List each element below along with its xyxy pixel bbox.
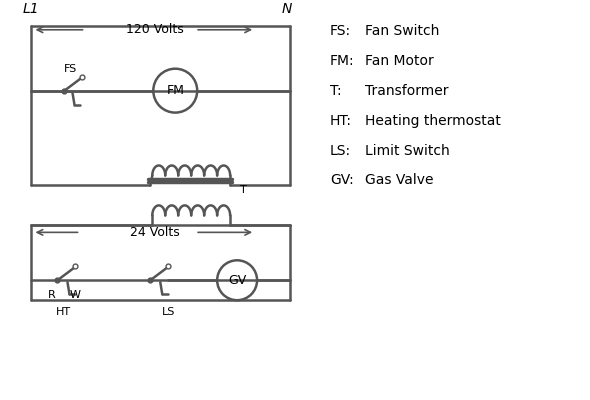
Text: GV:: GV: (330, 174, 353, 188)
Text: W: W (70, 290, 81, 300)
Text: FM:: FM: (330, 54, 355, 68)
Text: Gas Valve: Gas Valve (365, 174, 433, 188)
Text: LS:: LS: (330, 144, 351, 158)
Text: GV: GV (228, 274, 246, 287)
Text: FS:: FS: (330, 24, 351, 38)
Text: L1: L1 (22, 2, 39, 16)
Text: T: T (240, 186, 247, 196)
Text: Limit Switch: Limit Switch (365, 144, 450, 158)
Text: FM: FM (166, 84, 184, 97)
Text: Transformer: Transformer (365, 84, 448, 98)
Text: Fan Switch: Fan Switch (365, 24, 439, 38)
Text: R: R (48, 290, 55, 300)
Text: Heating thermostat: Heating thermostat (365, 114, 501, 128)
Text: Fan Motor: Fan Motor (365, 54, 434, 68)
Text: HT:: HT: (330, 114, 352, 128)
Text: LS: LS (162, 307, 175, 317)
Text: 24 Volts: 24 Volts (130, 226, 180, 239)
Text: T:: T: (330, 84, 342, 98)
Text: 120 Volts: 120 Volts (126, 23, 184, 36)
Text: N: N (282, 2, 293, 16)
Text: HT: HT (56, 307, 71, 317)
Text: FS: FS (64, 64, 77, 74)
